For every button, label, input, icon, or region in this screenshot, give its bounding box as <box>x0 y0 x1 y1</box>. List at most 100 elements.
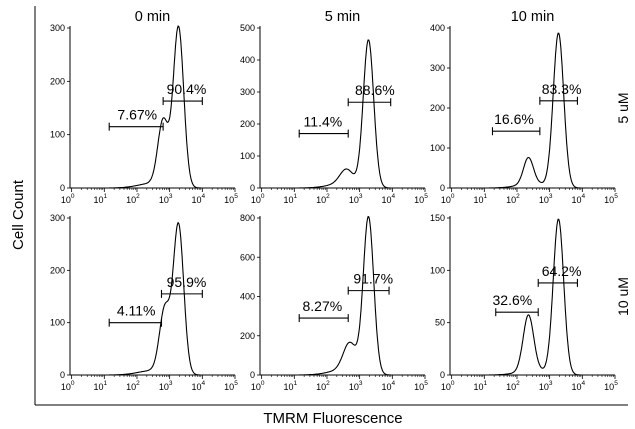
y-tick-label: 200 <box>240 119 255 129</box>
y-tick-label: 600 <box>240 252 255 262</box>
x-tick-label-base: 10 <box>604 195 614 205</box>
x-tick-label-exp: 4 <box>202 380 206 387</box>
x-tick-label-exp: 1 <box>484 193 488 200</box>
x-tick-label: 103 <box>539 193 553 205</box>
column-titles: 0 min 5 min 10 min <box>135 9 555 25</box>
x-tick-label: 102 <box>126 380 140 392</box>
gate-label-right: 91.7% <box>353 271 393 287</box>
x-tick-label-exp: 3 <box>359 193 363 200</box>
histogram-curve <box>458 218 602 376</box>
gate-label-right: 83.3% <box>542 81 582 97</box>
x-tick-label-base: 10 <box>316 382 326 392</box>
x-tick-label-exp: 4 <box>392 380 396 387</box>
gate-label-right: 90.4% <box>167 81 207 97</box>
column-title-2: 10 min <box>511 9 555 25</box>
row-label-1: 10 uM <box>615 277 631 316</box>
x-tick-label: 100 <box>251 193 265 205</box>
x-tick-label-base: 10 <box>126 195 136 205</box>
x-tick-label-exp: 2 <box>516 193 520 200</box>
column-title-1: 5 min <box>325 9 360 25</box>
x-tick-label-exp: 2 <box>516 380 520 387</box>
x-tick-label-exp: 5 <box>614 380 618 387</box>
x-tick-label-base: 10 <box>61 382 71 392</box>
gate-label-left: 8.27% <box>303 298 343 314</box>
x-tick-label-exp: 5 <box>234 380 238 387</box>
x-tick-label-base: 10 <box>251 382 261 392</box>
x-tick-label: 100 <box>61 380 75 392</box>
y-tick-label: 0 <box>250 370 255 380</box>
x-tick-label-base: 10 <box>251 195 261 205</box>
x-tick-label-base: 10 <box>224 195 234 205</box>
x-tick-label-base: 10 <box>414 382 424 392</box>
histogram-curve <box>268 39 412 189</box>
y-tick-label: 100 <box>240 151 255 161</box>
gate-label-right: 64.2% <box>542 263 582 279</box>
gate-label-left: 4.11% <box>117 303 156 319</box>
x-tick-label: 105 <box>414 193 428 205</box>
gate-label-left: 32.6% <box>493 292 533 308</box>
column-title-0: 0 min <box>135 9 170 25</box>
y-tick-label: 200 <box>430 103 445 113</box>
x-tick-label-exp: 3 <box>549 380 553 387</box>
x-tick-label-exp: 0 <box>261 193 265 200</box>
x-tick-label: 100 <box>441 193 455 205</box>
x-tick-label: 105 <box>604 193 618 205</box>
x-tick-label-base: 10 <box>159 382 169 392</box>
x-tick-label-exp: 3 <box>169 380 173 387</box>
y-tick-label: 300 <box>430 63 445 73</box>
gate-label-right: 88.6% <box>355 82 395 98</box>
x-tick-label-base: 10 <box>441 195 451 205</box>
x-tick-label-exp: 5 <box>234 193 238 200</box>
gate-label-left: 11.4% <box>304 114 343 130</box>
y-tick-label: 100 <box>430 265 445 275</box>
x-tick-label-base: 10 <box>473 382 483 392</box>
x-tick-label-base: 10 <box>283 195 293 205</box>
x-tick-label-exp: 1 <box>294 193 298 200</box>
x-tick-label-base: 10 <box>539 382 549 392</box>
x-tick-label-base: 10 <box>572 382 582 392</box>
x-tick-label: 102 <box>316 380 330 392</box>
x-tick-label: 102 <box>316 193 330 205</box>
x-tick-label-base: 10 <box>159 195 169 205</box>
x-tick-label-exp: 3 <box>359 380 363 387</box>
x-tick-label: 105 <box>604 380 618 392</box>
y-tick-label: 300 <box>50 23 65 33</box>
x-tick-label-exp: 0 <box>451 193 455 200</box>
y-tick-label: 100 <box>50 130 65 140</box>
x-tick-label: 101 <box>473 193 487 205</box>
x-tick-label: 101 <box>473 380 487 392</box>
x-tick-label-exp: 5 <box>614 193 618 200</box>
y-tick-label: 400 <box>240 292 255 302</box>
y-tick-label: 200 <box>50 76 65 86</box>
row-label-0: 5 uM <box>615 92 631 123</box>
x-tick-label: 100 <box>251 380 265 392</box>
x-tick-label-exp: 2 <box>136 193 140 200</box>
x-tick-label: 104 <box>382 380 396 392</box>
histogram-curve <box>78 25 222 189</box>
x-tick-label: 101 <box>93 380 107 392</box>
x-tick-label-base: 10 <box>414 195 424 205</box>
row-labels: 5 uM 10 uM <box>615 92 631 316</box>
x-tick-label-base: 10 <box>506 195 516 205</box>
y-tick-label: 0 <box>440 183 445 193</box>
y-axis-title: Cell Count <box>10 179 27 250</box>
y-tick-label: 800 <box>240 213 255 223</box>
x-tick-label-base: 10 <box>604 382 614 392</box>
y-tick-label: 100 <box>430 143 445 153</box>
y-tick-label: 500 <box>240 23 255 33</box>
x-tick-label: 100 <box>441 380 455 392</box>
x-tick-label: 104 <box>572 380 586 392</box>
gate-label-left: 7.67% <box>117 107 157 123</box>
x-tick-label-exp: 4 <box>202 193 206 200</box>
x-tick-label: 100 <box>61 193 75 205</box>
x-tick-label: 102 <box>506 380 520 392</box>
x-tick-label-base: 10 <box>539 195 549 205</box>
x-tick-label-exp: 3 <box>549 193 553 200</box>
x-tick-label-exp: 4 <box>392 193 396 200</box>
y-tick-label: 0 <box>60 370 65 380</box>
